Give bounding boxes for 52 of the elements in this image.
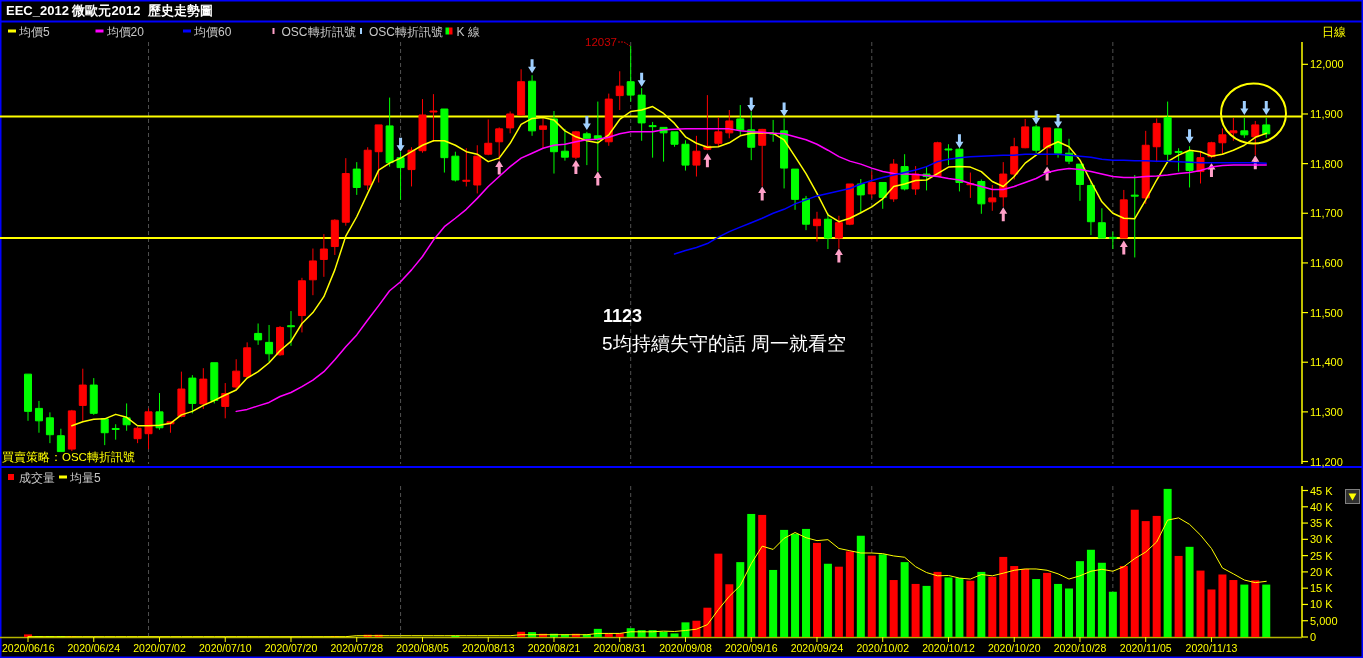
chart-title: EEC_2012 微歐元2012 歷史走勢圖 [6, 3, 213, 18]
x-tick-label: 2020/07/02 [133, 642, 186, 654]
x-tick-label: 2020/09/16 [724, 642, 778, 654]
x-tick-label: 2020/09/24 [790, 642, 844, 654]
y-tick-label: 15 K [1310, 582, 1334, 595]
x-tick-label: 2020/07/10 [198, 642, 252, 654]
y-tick-label: 10 K [1310, 598, 1334, 611]
text: 日線 [1322, 25, 1346, 39]
y-tick-label: 11,900 [1310, 107, 1343, 120]
y-tick-label: 11,400 [1310, 356, 1343, 369]
x-tick-label: 2020/08/05 [396, 642, 449, 654]
x-tick-label: 2020/11/05 [1119, 642, 1172, 654]
y-tick-label: 11,200 [1310, 455, 1343, 468]
legend-label: OSC轉折訊號 [281, 24, 356, 39]
legend-label: K 線 [456, 24, 480, 39]
y-tick-label: 20 K [1310, 565, 1334, 578]
x-tick-label: 2020/11/13 [1185, 642, 1238, 654]
x-tick-label: 2020/08/21 [527, 642, 581, 654]
x-tick-label: 2020/09/08 [659, 642, 712, 654]
legend-label: 成交量 [19, 470, 55, 485]
x-tick-label: 2020/07/20 [264, 642, 318, 654]
y-tick-label: 25 K [1310, 549, 1334, 562]
annotation: 12037 [585, 36, 617, 48]
annotation: 5均持續失守的話 周一就看空 [602, 333, 846, 354]
y-tick-label: 40 K [1310, 500, 1334, 513]
y-tick-label: 11,600 [1310, 256, 1343, 269]
x-tick-label: 2020/10/12 [922, 642, 975, 654]
x-tick-label: 2020/06/24 [67, 642, 121, 654]
x-tick-label: 2020/10/28 [1053, 642, 1107, 654]
x-tick-label: 2020/10/20 [987, 642, 1041, 654]
x-tick-label: 2020/06/16 [2, 642, 55, 654]
y-tick-label: 5,000 [1310, 614, 1338, 627]
y-tick-label: 0 [1310, 631, 1317, 643]
x-tick-label: 2020/10/02 [856, 642, 910, 654]
x-tick-label: 2020/08/13 [461, 642, 515, 654]
annotation: 1123 [603, 306, 643, 326]
y-tick-label: 11,300 [1310, 405, 1343, 418]
legend-label: 均量5 [69, 470, 101, 485]
x-tick-label: 2020/08/31 [593, 642, 647, 654]
legend-label: 均價60 [193, 24, 232, 39]
y-tick-label: 11,700 [1310, 207, 1343, 220]
y-tick-label: 12,000 [1310, 58, 1344, 71]
legend-label: OSC轉折訊號 [369, 24, 444, 39]
y-tick-label: 45 K [1310, 484, 1334, 497]
y-tick-label: 11,500 [1310, 306, 1343, 319]
annotation: 買賣策略：OSC轉折訊號 [2, 451, 135, 464]
x-tick-label: 2020/07/28 [330, 642, 384, 654]
y-tick-label: 30 K [1310, 533, 1334, 546]
y-tick-label: 35 K [1310, 517, 1334, 530]
legend-label: 均價20 [105, 24, 145, 39]
legend-label: 均價5 [18, 24, 50, 39]
y-tick-label: 11,800 [1310, 157, 1343, 170]
